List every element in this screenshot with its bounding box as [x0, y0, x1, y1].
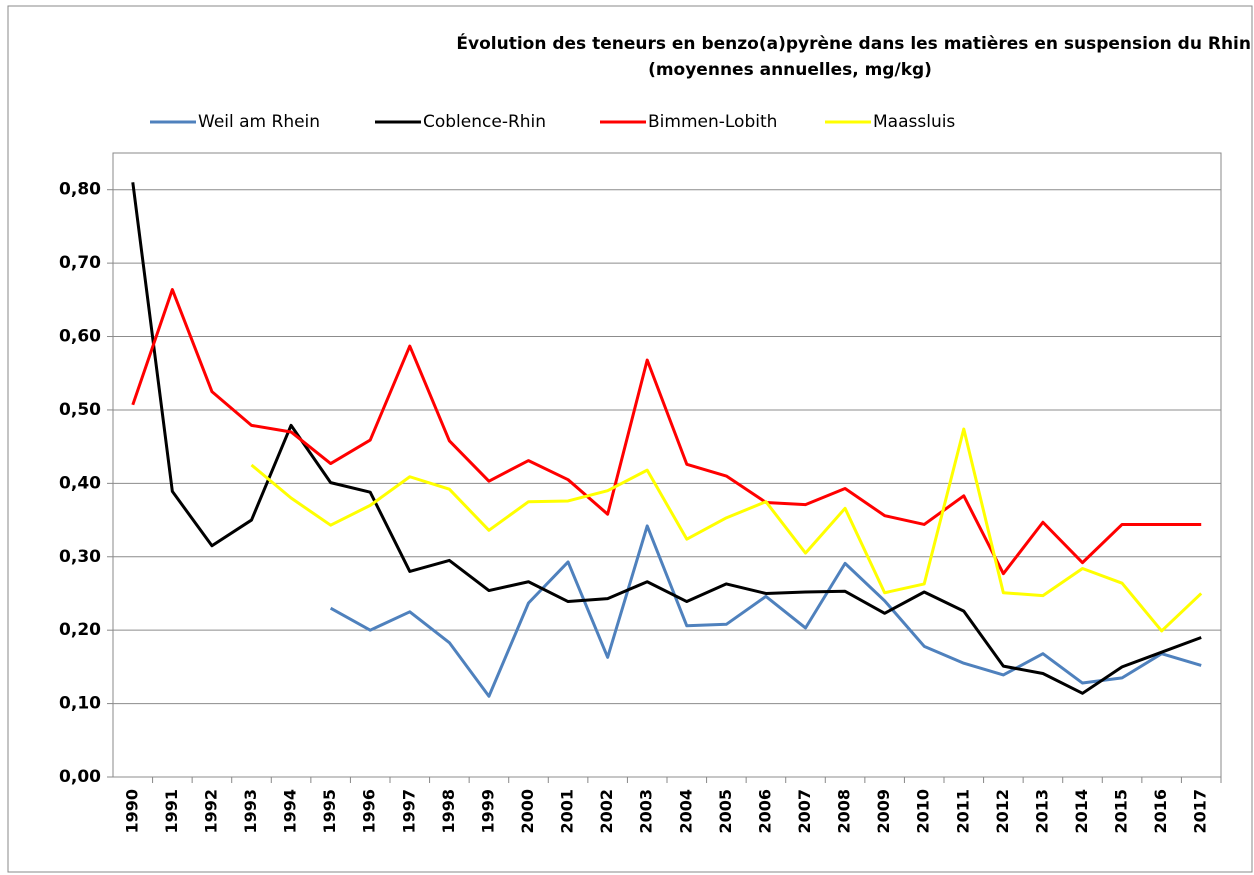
x-tick-label: 2009: [874, 789, 893, 834]
legend-label: Weil am Rhein: [198, 112, 320, 132]
y-tick-label: 0,40: [59, 473, 101, 493]
x-tick-label: 1996: [360, 789, 379, 834]
y-tick-label: 0,30: [59, 547, 101, 567]
x-tick-label: 2016: [1151, 789, 1170, 834]
x-tick-label: 1990: [122, 789, 141, 834]
x-tick-label: 1992: [201, 789, 220, 834]
x-tick-label: 2005: [716, 789, 735, 834]
x-tick-label: 2013: [1032, 789, 1051, 834]
x-tick-label: 2002: [597, 789, 616, 834]
series-line: [329, 524, 1202, 698]
x-tick-label: 1991: [162, 789, 181, 834]
x-tick-label: 1995: [320, 789, 339, 834]
x-tick-label: 2007: [795, 789, 814, 834]
y-tick-label: 0,50: [59, 400, 101, 420]
x-tick-label: 2017: [1191, 789, 1210, 834]
x-tick-label: 2008: [835, 789, 854, 834]
x-tick-label: 2010: [914, 789, 933, 834]
y-tick-label: 0,80: [59, 180, 101, 200]
x-tick-label: 2014: [1072, 789, 1091, 834]
chart-title: Évolution des teneurs en benzo(a)pyrène …: [456, 32, 1251, 54]
x-tick-label: 2015: [1112, 789, 1131, 834]
y-tick-label: 0,20: [59, 620, 101, 640]
x-tick-label: 2012: [993, 789, 1012, 834]
x-tick-label: 2001: [558, 789, 577, 834]
y-tick-label: 0,70: [59, 253, 101, 273]
series-line: [131, 288, 1202, 576]
x-tick-label: 1993: [241, 789, 260, 834]
x-tick-label: 2000: [518, 789, 537, 834]
y-tick-label: 0,60: [59, 327, 101, 347]
legend-label: Coblence-Rhin: [423, 112, 546, 132]
series-line: [131, 182, 1202, 695]
x-tick-label: 2003: [637, 789, 656, 834]
legend-label: Maassluis: [873, 112, 955, 132]
x-tick-label: 2004: [676, 789, 695, 834]
x-tick-label: 1994: [281, 789, 300, 834]
x-tick-label: 2006: [755, 789, 774, 834]
series-line: [250, 427, 1203, 633]
legend-label: Bimmen-Lobith: [648, 112, 777, 132]
y-tick-label: 0,10: [59, 694, 101, 714]
y-tick-label: 0,00: [59, 767, 101, 787]
chart-subtitle: (moyennes annuelles, mg/kg): [648, 60, 932, 80]
x-tick-label: 2011: [953, 789, 972, 834]
x-tick-label: 1998: [439, 789, 458, 834]
x-tick-label: 1997: [399, 789, 418, 834]
x-tick-label: 1999: [478, 789, 497, 834]
chart-frame: [7, 5, 1253, 873]
